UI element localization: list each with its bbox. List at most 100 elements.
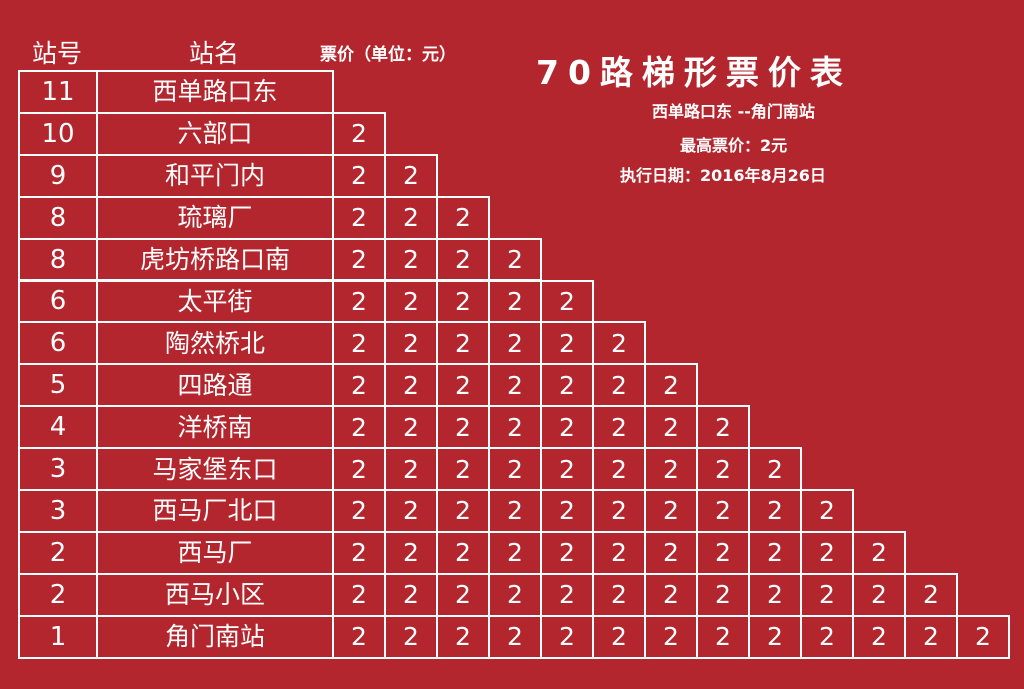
fare-cell: 2: [540, 321, 594, 366]
fare-cell: 2: [644, 447, 698, 491]
fare-cell: 2: [384, 195, 438, 240]
fare-cell: 2: [488, 321, 542, 366]
fare-cell: 2: [644, 614, 698, 659]
fare-cell: 2: [332, 447, 386, 491]
fare-cell: 2: [384, 363, 438, 408]
fare-cell: 2: [540, 489, 594, 533]
station-number-cell: 4: [18, 405, 98, 450]
fare-cell: 2: [800, 530, 854, 575]
fare-cell: 2: [644, 405, 698, 450]
station-name-cell: 马家堡东口: [96, 447, 334, 491]
station-name-cell: 和平门内: [96, 153, 334, 198]
fare-cell: 2: [592, 447, 646, 491]
fare-cell: 2: [696, 447, 750, 491]
fare-cell: 2: [748, 530, 802, 575]
fare-cell: 2: [384, 530, 438, 575]
fare-cell: 2: [488, 614, 542, 659]
station-number-cell: 6: [18, 321, 98, 366]
station-name-cell: 六部口: [96, 111, 334, 156]
fare-cell: 2: [852, 572, 906, 617]
fare-cell: 2: [332, 195, 386, 240]
fare-cell: 2: [592, 572, 646, 617]
page-title: 70路梯形票价表: [536, 53, 852, 92]
max-fare: 最高票价：2元: [680, 136, 788, 155]
fare-cell: 2: [384, 237, 438, 282]
fare-cell: 2: [384, 447, 438, 491]
fare-cell: 2: [592, 489, 646, 533]
station-number-cell: 8: [18, 237, 98, 282]
header-fare-unit: 票价（单位：元）: [320, 45, 456, 65]
fare-cell: 2: [540, 447, 594, 491]
fare-cell: 2: [852, 614, 906, 659]
station-number-cell: 1: [18, 614, 98, 659]
station-number-cell: 2: [18, 530, 98, 575]
station-number-cell: 8: [18, 195, 98, 240]
fare-cell: 2: [436, 447, 490, 491]
fare-cell: 2: [748, 489, 802, 533]
fare-cell: 2: [384, 279, 438, 324]
fare-cell: 2: [332, 405, 386, 450]
fare-cell: 2: [800, 614, 854, 659]
fare-cell: 2: [644, 489, 698, 533]
fare-cell: 2: [384, 321, 438, 366]
fare-cell: 2: [696, 405, 750, 450]
fare-cell: 2: [644, 363, 698, 408]
station-number-cell: 3: [18, 447, 98, 491]
fare-cell: 2: [384, 614, 438, 659]
fare-cell: 2: [540, 572, 594, 617]
header-station-number: 站号: [31, 39, 82, 68]
station-number-cell: 3: [18, 489, 98, 533]
fare-cell: 2: [384, 405, 438, 450]
fare-cell: 2: [332, 572, 386, 617]
fare-cell: 2: [488, 447, 542, 491]
fare-cell: 2: [540, 530, 594, 575]
station-name-cell: 洋桥南: [96, 405, 334, 450]
fare-cell: 2: [592, 405, 646, 450]
station-number-cell: 6: [18, 279, 98, 324]
fare-cell: 2: [436, 237, 490, 282]
fare-cell: 2: [852, 530, 906, 575]
fare-cell: 2: [644, 572, 698, 617]
fare-cell: 2: [644, 530, 698, 575]
station-name-cell: 西马厂北口: [96, 489, 334, 533]
fare-cell: 2: [592, 363, 646, 408]
station-number-cell: 5: [18, 363, 98, 408]
fare-cell: 2: [904, 572, 958, 617]
fare-cell: 2: [748, 572, 802, 617]
station-name-cell: 西单路口东: [96, 70, 334, 114]
fare-cell: 2: [436, 489, 490, 533]
effective-date: 执行日期：2016年8月26日: [620, 166, 826, 185]
fare-cell: 2: [332, 111, 386, 156]
fare-cell: 2: [436, 572, 490, 617]
fare-cell: 2: [540, 279, 594, 324]
fare-cell: 2: [332, 237, 386, 282]
fare-cell: 2: [436, 363, 490, 408]
fare-cell: 2: [384, 572, 438, 617]
fare-cell: 2: [696, 614, 750, 659]
station-name-cell: 太平街: [96, 279, 334, 324]
fare-cell: 2: [592, 321, 646, 366]
fare-cell: 2: [436, 321, 490, 366]
station-name-cell: 四路通: [96, 363, 334, 408]
fare-cell: 2: [696, 530, 750, 575]
fare-cell: 2: [696, 489, 750, 533]
fare-cell: 2: [748, 614, 802, 659]
station-name-cell: 虎坊桥路口南: [96, 237, 334, 282]
fare-cell: 2: [332, 363, 386, 408]
header-station-name: 站名: [188, 39, 239, 68]
fare-cell: 2: [384, 489, 438, 533]
fare-cell: 2: [436, 405, 490, 450]
station-number-cell: 9: [18, 153, 98, 198]
station-number-cell: 2: [18, 572, 98, 617]
fare-cell: 2: [332, 279, 386, 324]
fare-cell: 2: [436, 279, 490, 324]
station-name-cell: 陶然桥北: [96, 321, 334, 366]
fare-cell: 2: [332, 530, 386, 575]
station-name-cell: 西马厂: [96, 530, 334, 575]
route-range: 西单路口东 --角门南站: [652, 102, 815, 121]
fare-cell: 2: [540, 614, 594, 659]
fare-cell: 2: [436, 614, 490, 659]
station-number-cell: 11: [18, 70, 98, 114]
station-name-cell: 角门南站: [96, 614, 334, 659]
fare-cell: 2: [488, 572, 542, 617]
